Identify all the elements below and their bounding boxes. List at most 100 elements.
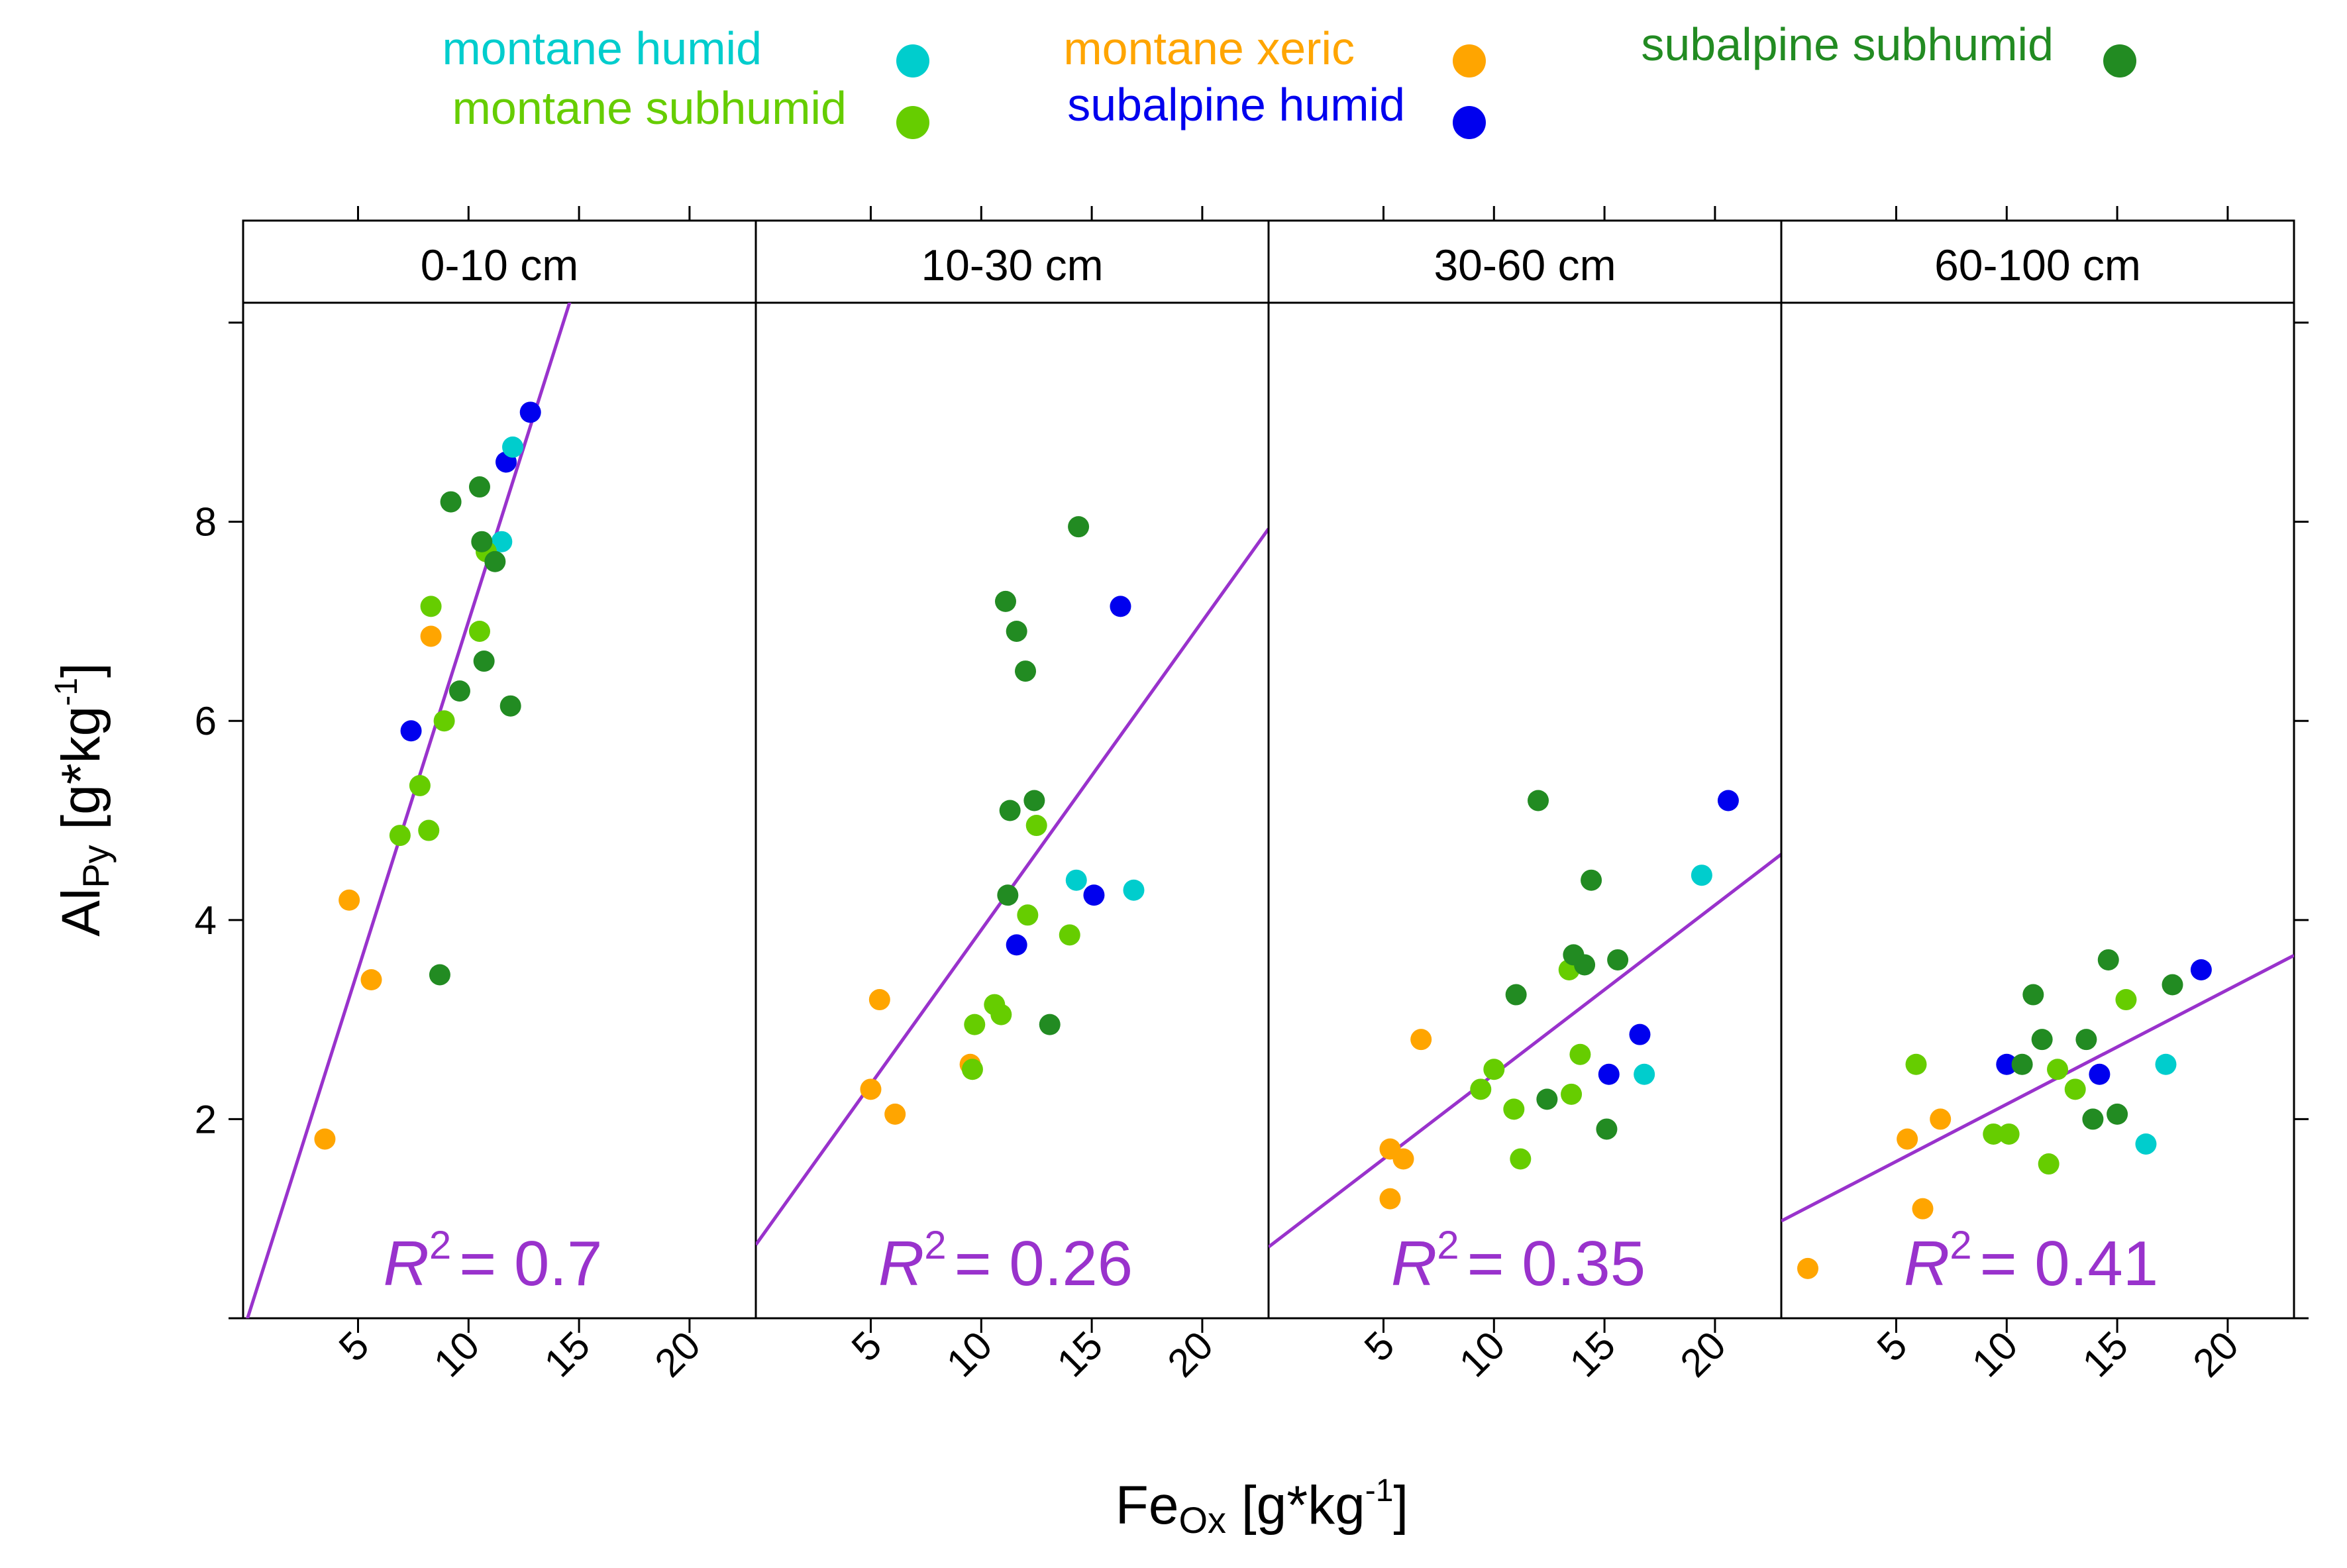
x-tick-label: 20 <box>1159 1323 1222 1386</box>
point-montane-subhumid <box>2064 1078 2086 1100</box>
point-subalpine-subhumid <box>468 476 490 498</box>
point-montane-xeric <box>1930 1108 1952 1130</box>
point-subalpine-subhumid <box>440 491 462 513</box>
legend-item-montane-humid: montane humid <box>442 23 929 78</box>
point-montane-subhumid <box>1483 1059 1505 1080</box>
point-subalpine-subhumid <box>2075 1029 2097 1051</box>
x-tick-label: 10 <box>938 1323 1001 1386</box>
point-montane-subhumid <box>1503 1098 1525 1120</box>
point-subalpine-subhumid <box>429 964 450 986</box>
point-montane-humid <box>2155 1053 2177 1075</box>
x-tick-label: 15 <box>2074 1323 2137 1386</box>
point-subalpine-humid <box>2190 959 2212 980</box>
x-tick-label: 10 <box>425 1323 488 1386</box>
point-montane-subhumid <box>418 819 440 841</box>
legend-item-montane-xeric: montane xeric <box>1063 23 1486 78</box>
x-axis-title-close: ] <box>1393 1475 1408 1536</box>
point-montane-subhumid <box>990 1004 1012 1025</box>
point-subalpine-subhumid <box>471 531 493 552</box>
point-subalpine-subhumid <box>473 651 495 672</box>
point-subalpine-humid <box>400 720 422 742</box>
point-subalpine-subhumid <box>997 884 1019 906</box>
legend-item-subalpine-humid: subalpine humid <box>1067 79 1486 139</box>
x-tick-label: 5 <box>1356 1323 1403 1370</box>
axis-titles: FeOx [g*kg-1] AlPy [g*kg-1] <box>49 662 1408 1541</box>
strip-box <box>1780 219 2295 304</box>
point-montane-subhumid <box>1510 1148 1532 1170</box>
x-tick-label: 20 <box>647 1323 709 1386</box>
point-subalpine-subhumid <box>1596 1118 1618 1140</box>
point-montane-subhumid <box>1569 1043 1591 1065</box>
x-axis-title-main: Fe <box>1116 1475 1179 1536</box>
point-subalpine-subhumid <box>2162 974 2183 996</box>
r2-value: = 0.7 <box>459 1228 602 1299</box>
point-montane-humid <box>502 436 524 458</box>
strip-label: 10-30 cm <box>921 240 1103 289</box>
point-subalpine-subhumid <box>499 695 521 717</box>
point-montane-subhumid <box>389 825 411 847</box>
y-axis-title-main: Al <box>51 888 111 937</box>
fit-line <box>1781 953 2294 1223</box>
r2-label: R2 = 0.26 <box>878 1223 1133 1299</box>
point-montane-subhumid <box>964 1014 986 1035</box>
strip-label: 60-100 cm <box>1934 240 2141 289</box>
y-tick-label: 6 <box>195 699 217 743</box>
fit-line <box>246 303 572 1318</box>
legend-label: montane xeric <box>1063 23 1355 74</box>
x-axis-title: FeOx [g*kg-1] <box>1116 1473 1408 1541</box>
legend-marker <box>1453 44 1486 78</box>
point-montane-xeric <box>1797 1257 1819 1279</box>
point-montane-subhumid <box>961 1059 983 1080</box>
r2-label: R2 = 0.35 <box>1391 1223 1645 1299</box>
r2-label: R2 = 0.7 <box>384 1223 603 1299</box>
point-montane-subhumid <box>1983 1123 2005 1145</box>
r2-power: 2 <box>924 1223 946 1267</box>
point-montane-xeric <box>360 969 382 990</box>
point-subalpine-subhumid <box>1536 1088 1558 1110</box>
point-subalpine-humid <box>1006 934 1027 956</box>
legend-marker <box>896 106 929 139</box>
legend-label: subalpine subhumid <box>1641 19 2054 70</box>
r2-value: = 0.41 <box>1980 1228 2159 1299</box>
x-tick-label: 5 <box>1869 1323 1916 1370</box>
y-axis-title-sub: Py <box>75 845 117 888</box>
point-subalpine-subhumid <box>2031 1029 2053 1051</box>
point-subalpine-humid <box>1717 790 1739 811</box>
x-tick-label: 20 <box>2185 1323 2248 1386</box>
r2-symbol: R <box>1904 1228 1950 1299</box>
point-montane-xeric <box>339 889 360 911</box>
point-subalpine-subhumid <box>448 680 470 702</box>
point-subalpine-humid <box>1996 1053 2018 1075</box>
point-montane-subhumid <box>2038 1153 2060 1175</box>
legend-label: montane subhumid <box>452 82 847 134</box>
point-montane-xeric <box>1410 1029 1432 1051</box>
point-montane-subhumid <box>1059 924 1080 946</box>
point-subalpine-subhumid <box>999 800 1021 821</box>
legend-marker <box>2103 44 2136 78</box>
legend-label: subalpine humid <box>1067 79 1405 131</box>
point-montane-xeric <box>860 1078 882 1100</box>
point-montane-xeric <box>1392 1148 1414 1170</box>
x-axis-title-unit: [g*kg <box>1226 1475 1365 1536</box>
r2-label: R2 = 0.41 <box>1904 1223 2158 1299</box>
point-subalpine-humid <box>1083 884 1105 906</box>
r2-power: 2 <box>429 1223 451 1267</box>
r2-symbol: R <box>384 1228 429 1299</box>
legend-item-subalpine-subhumid: subalpine subhumid <box>1641 19 2136 78</box>
point-subalpine-subhumid <box>2107 1103 2128 1125</box>
point-subalpine-subhumid <box>484 550 506 572</box>
strip-label: 30-60 cm <box>1434 240 1616 289</box>
point-subalpine-subhumid <box>2022 984 2044 1006</box>
r2-symbol: R <box>1391 1228 1437 1299</box>
point-montane-subhumid <box>1025 815 1047 837</box>
point-subalpine-subhumid <box>2011 1053 2033 1075</box>
point-montane-humid <box>1634 1063 1655 1085</box>
y-tick-label: 8 <box>195 500 217 545</box>
point-subalpine-subhumid <box>994 590 1016 612</box>
panel-30-60-cm: 30-60 cm 5 10 15 20 R2 = 0.35 <box>1267 206 1783 1385</box>
r2-value: = 0.35 <box>1467 1228 1646 1299</box>
r2-value: = 0.26 <box>955 1228 1133 1299</box>
x-axis-title-sub: Ox <box>1178 1499 1226 1541</box>
